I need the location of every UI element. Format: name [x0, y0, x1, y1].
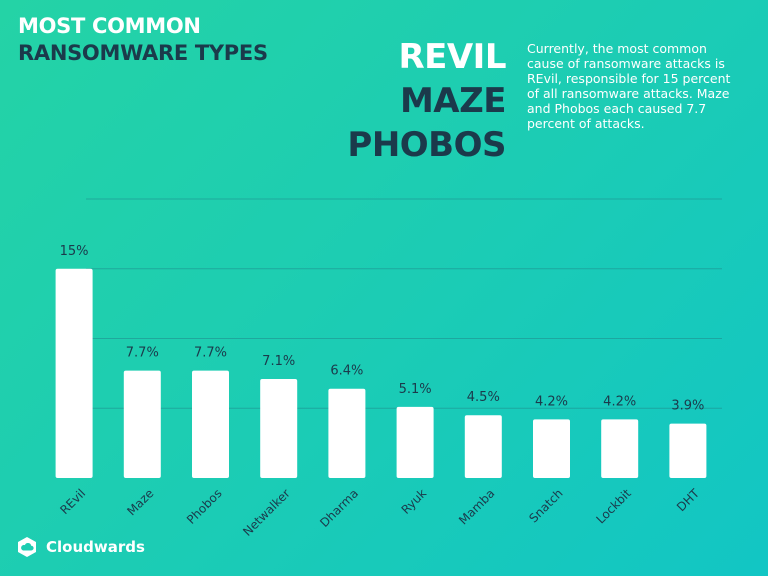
brand-name: Cloudwards — [46, 538, 145, 556]
bar-netwalker — [260, 378, 298, 478]
value-label: 4.2% — [535, 394, 568, 409]
chart-gridlines — [86, 198, 722, 409]
value-label: 6.4% — [330, 364, 363, 379]
bar-phobos — [192, 370, 229, 478]
category-label: Maze — [124, 486, 156, 518]
bar-dharma — [328, 388, 366, 478]
category-label: Mamba — [456, 486, 497, 527]
description-text: Currently, the most common cause of rans… — [527, 41, 731, 131]
category-label: REvil — [57, 486, 88, 517]
category-label: Snatch — [526, 486, 565, 525]
brand-logo: Cloudwards — [16, 536, 145, 558]
value-label: 7.1% — [262, 354, 295, 369]
highlight-maze: MAZE — [399, 81, 507, 121]
chart-title-line1: MOST COMMON — [18, 14, 201, 38]
bar-dht — [669, 423, 707, 478]
value-label: 7.7% — [194, 346, 227, 361]
category-label: DHT — [674, 486, 702, 514]
category-label: Netwalker — [240, 486, 293, 539]
category-label: Lockbit — [593, 486, 634, 527]
bar-ryuk — [396, 406, 434, 478]
bar-maze — [123, 370, 161, 478]
highlight-revil: REVIL — [398, 37, 506, 77]
bar-lockbit — [601, 419, 639, 478]
highlight-phobos: PHOBOS — [347, 125, 506, 165]
value-label: 4.2% — [603, 394, 636, 409]
cloud-icon — [18, 537, 36, 557]
category-label: Ryuk — [399, 486, 430, 517]
value-label: 3.9% — [671, 399, 704, 414]
value-label: 7.7% — [126, 346, 159, 361]
bar-mamba — [464, 415, 502, 478]
chart-value-labels: 15% 7.7% 7.7% 7.1% 6.4% 5.1% 4.5% 4.2% 4.2% 3.9% — [60, 244, 705, 414]
chart-category-labels: REvil Maze Phobos Netwalker Dharma Ryuk Mamba S… — [57, 486, 702, 539]
category-label: Phobos — [184, 486, 225, 527]
value-label: 15% — [60, 244, 89, 259]
chart-title-line2: RANSOMWARE TYPES — [18, 41, 268, 65]
bar-revil — [55, 268, 93, 478]
value-label: 4.5% — [467, 390, 500, 405]
value-label: 5.1% — [399, 382, 432, 397]
bar-snatch — [533, 419, 570, 478]
chart-bars — [55, 268, 707, 478]
category-label: Dharma — [317, 486, 361, 530]
